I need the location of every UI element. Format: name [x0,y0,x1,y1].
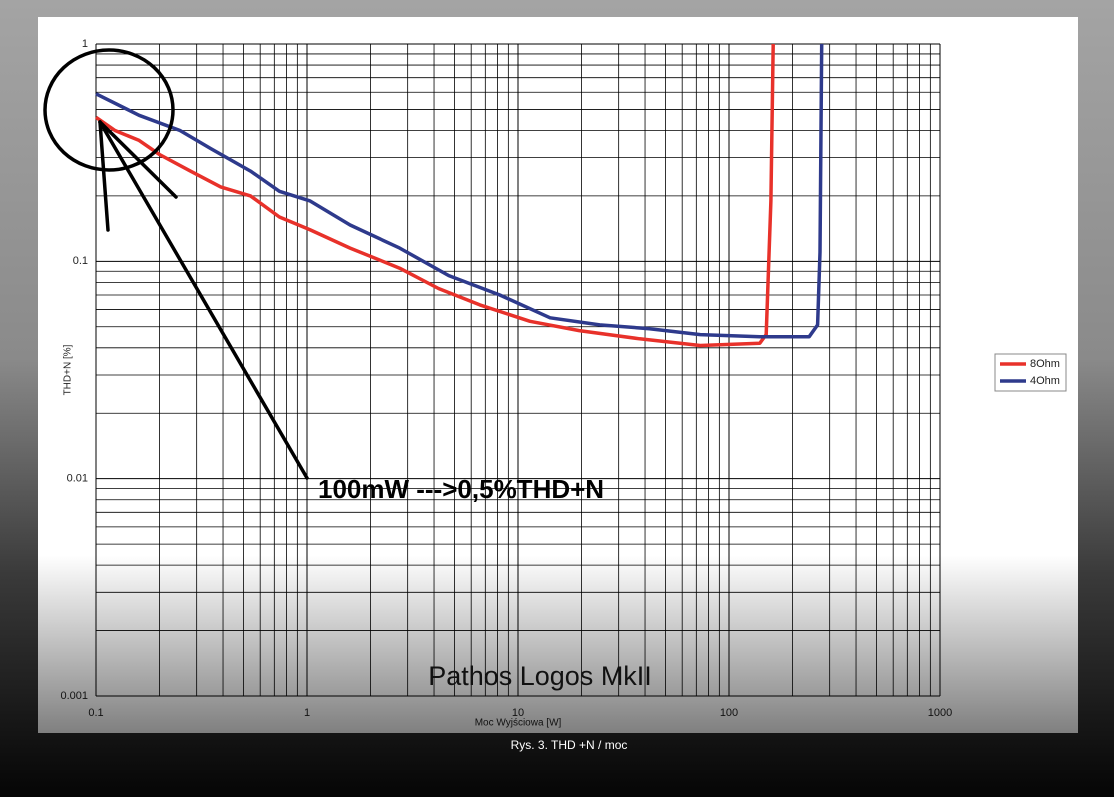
circle-mark [43,48,175,172]
y-tick-label: 1 [82,38,88,50]
y-tick-label: 0.1 [73,255,88,267]
legend-label: 8Ohm [1030,358,1060,370]
series-line [95,43,775,348]
arrow-head [98,120,110,232]
legend-label: 4Ohm [1030,375,1060,387]
hand-drawing [43,48,309,480]
series-line [95,43,824,339]
annotation: 100mW --->0,5%THD+N [318,474,604,504]
arrow-head [98,120,178,199]
y-axis-label: THD+N [%] [63,344,74,395]
subtitle: Pathos Logos MkII [428,661,652,691]
arrow [98,120,309,480]
fade-overlay [38,555,1078,733]
legend-box [994,353,1067,392]
caption: Rys. 3. THD +N / moc [511,738,628,752]
y-tick-label: 0.01 [67,473,88,485]
